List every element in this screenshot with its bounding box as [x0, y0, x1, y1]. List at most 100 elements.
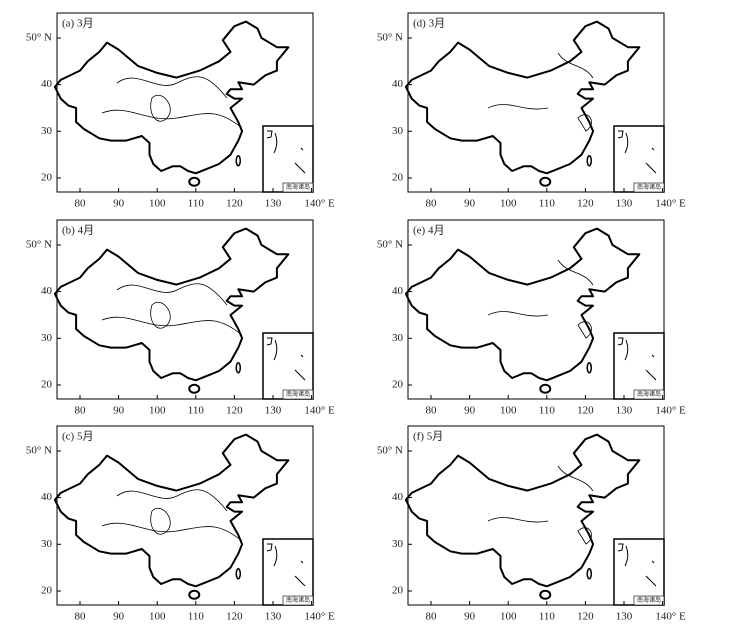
hainan-island	[539, 589, 552, 600]
x-tick-label: 90	[464, 405, 476, 417]
contour-line	[150, 302, 171, 329]
panel-frame	[407, 219, 665, 400]
x-tick-label: 110	[188, 405, 205, 417]
contour-line	[101, 109, 243, 129]
inset-coast	[266, 543, 306, 587]
y-tick-label: 20	[41, 379, 53, 391]
x-tick-label: 110	[539, 198, 556, 210]
x-tick-label: 130	[616, 198, 633, 210]
x-tick-label: 130	[265, 405, 282, 417]
panel-frame	[407, 425, 665, 606]
contour-line	[577, 527, 592, 545]
inset-label: 南海诸岛	[286, 183, 310, 191]
map-panel: 南海诸岛 (a) 3月 80 90 100 110 120 130 140° E 20 30 40 50…	[26, 12, 335, 210]
contour-line	[116, 76, 228, 99]
y-tick-label: 40	[392, 285, 404, 297]
y-tick-label: 50° N	[377, 445, 403, 457]
china-outline	[404, 227, 641, 382]
y-tick-label: 50° N	[377, 32, 403, 44]
y-tick-label: 20	[392, 172, 404, 184]
inset-frame	[613, 538, 665, 606]
taiwan-island	[235, 567, 242, 580]
y-tick-label: 40	[41, 491, 53, 503]
hainan-island	[188, 176, 201, 187]
x-tick-label: 140° E	[304, 405, 335, 417]
panel-frame	[56, 425, 314, 606]
y-tick-label: 30	[392, 332, 404, 344]
x-tick-label: 100	[500, 611, 517, 623]
contour-line	[101, 522, 243, 542]
contour-line	[577, 114, 592, 132]
panel-frame	[56, 12, 314, 193]
inset-frame	[613, 332, 665, 400]
panel-label: (d) 3月	[413, 18, 445, 30]
x-tick-label: 140° E	[655, 198, 686, 210]
hainan-island	[188, 589, 201, 600]
inset-label-box	[633, 389, 665, 400]
inset-frame	[262, 125, 314, 193]
y-tick-label: 30	[41, 332, 53, 344]
x-tick-label: 130	[265, 198, 282, 210]
x-tick-label: 140° E	[304, 198, 335, 210]
y-tick-label: 50° N	[26, 32, 52, 44]
x-tick-label: 80	[75, 405, 87, 417]
y-tick-label: 40	[392, 491, 404, 503]
x-tick-label: 130	[265, 611, 282, 623]
inset-label: 南海诸岛	[637, 390, 661, 398]
hainan-island	[539, 383, 552, 394]
map-panel: 南海诸岛 (d) 3月 80 90 100 110 120 130 140° E 20 30 40 50…	[377, 12, 686, 210]
contour-line	[487, 311, 549, 317]
inset-coast	[617, 337, 657, 381]
x-tick-label: 80	[426, 611, 438, 623]
y-tick-label: 40	[41, 285, 53, 297]
x-tick-label: 100	[500, 405, 517, 417]
contour-line	[487, 104, 549, 110]
contour-line	[116, 283, 228, 306]
y-tick-label: 30	[392, 538, 404, 550]
x-tick-label: 120	[226, 405, 243, 417]
x-tick-label: 120	[577, 611, 594, 623]
panel-label: (f) 5月	[413, 431, 443, 443]
y-tick-label: 40	[392, 78, 404, 90]
x-tick-label: 90	[464, 611, 476, 623]
inset-label-box	[282, 595, 314, 606]
china-outline	[53, 433, 290, 588]
y-tick-label: 30	[392, 125, 404, 137]
x-tick-label: 110	[539, 611, 556, 623]
inset-label-box	[282, 182, 314, 193]
map-panel: 南海诸岛 (b) 4月 80 90 100 110 120 130 140° E 20 30 40 50…	[26, 219, 335, 417]
inset-coast	[617, 543, 657, 587]
y-tick-label: 30	[41, 125, 53, 137]
x-tick-label: 100	[500, 198, 517, 210]
taiwan-island	[586, 361, 593, 374]
inset-label: 南海诸岛	[286, 596, 310, 604]
inset-label-box	[282, 389, 314, 400]
y-tick-label: 50° N	[377, 239, 403, 251]
contour-line	[101, 316, 243, 336]
panel-label: (c) 5月	[62, 431, 93, 443]
china-outline	[53, 20, 290, 175]
taiwan-island	[235, 154, 242, 167]
x-tick-label: 120	[577, 198, 594, 210]
x-tick-label: 100	[149, 405, 166, 417]
x-tick-label: 90	[464, 198, 476, 210]
contour-line	[116, 489, 228, 512]
y-tick-label: 50° N	[26, 239, 52, 251]
hainan-island	[188, 383, 201, 394]
contour-line	[150, 95, 171, 122]
contour-line	[487, 517, 549, 523]
contour-line	[557, 465, 594, 492]
contour-line	[577, 321, 592, 339]
x-tick-label: 80	[75, 198, 87, 210]
x-tick-label: 130	[616, 611, 633, 623]
china-outline	[404, 433, 641, 588]
contour-line	[557, 259, 594, 286]
panel-frame	[407, 12, 665, 193]
y-tick-label: 30	[41, 538, 53, 550]
x-tick-label: 90	[113, 198, 125, 210]
x-tick-label: 120	[577, 405, 594, 417]
x-tick-label: 110	[188, 611, 205, 623]
taiwan-island	[586, 154, 593, 167]
map-panel: 南海诸岛 (f) 5月 80 90 100 110 120 130 140° E 20 30 40 50…	[377, 425, 686, 623]
